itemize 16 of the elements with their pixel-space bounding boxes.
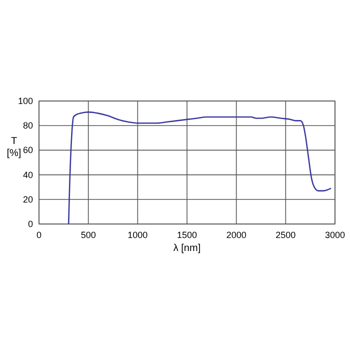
- x-tick-label: 2500: [276, 230, 296, 240]
- y-tick-label: 20: [22, 194, 33, 204]
- x-axis-title: λ [nm]: [173, 243, 201, 254]
- x-tick-label: 1500: [176, 230, 198, 240]
- y-axis-title: T [%]: [6, 136, 22, 160]
- x-tick-label: 1000: [128, 230, 148, 240]
- y-tick-label: 80: [22, 120, 33, 131]
- x-tick-label: 0: [36, 230, 42, 240]
- line-series: [68, 111, 332, 225]
- x-tick-label: 3000: [324, 230, 346, 240]
- x-tick-label: 2000: [226, 230, 246, 240]
- y-tick-label: 100: [18, 96, 33, 106]
- y-tick-label: 0: [28, 219, 33, 229]
- x-tick-label: 500: [80, 230, 96, 240]
- y-tick-label: 60: [22, 145, 33, 156]
- y-tick-label: 40: [22, 170, 33, 180]
